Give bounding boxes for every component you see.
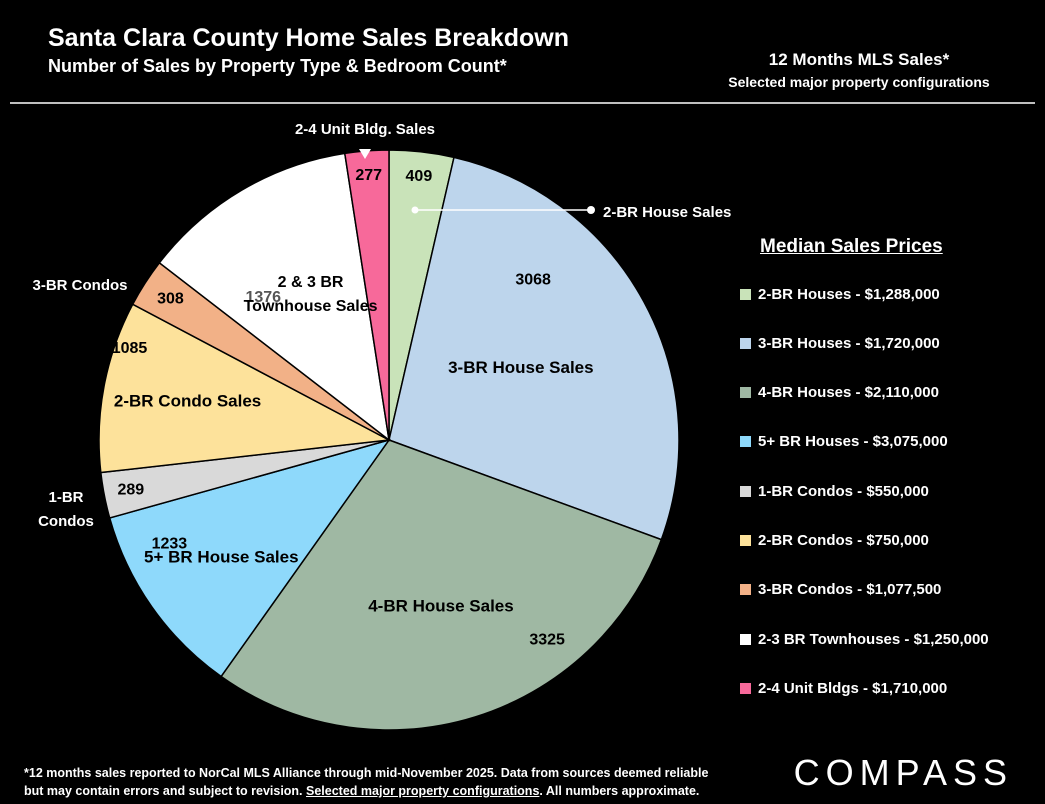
legend-swatch	[740, 337, 751, 349]
footnote-line2: but may contain errors and subject to re…	[24, 782, 708, 800]
callout-dot-end	[587, 206, 595, 214]
value-label-2-4-unit: 277	[355, 167, 382, 184]
external-label-1br-condo-line1: 1-BR	[48, 489, 83, 506]
pie-slice-2br-condo	[98, 303, 392, 474]
slice-label-5br-house: 5+ BR House Sales	[144, 547, 299, 566]
external-label-2-4-unit: 2-4 Unit Bldg. Sales	[295, 121, 435, 138]
top-right-line2: Selected major property configurations	[728, 74, 990, 90]
slice-label-2br-condo: 2-BR Condo Sales	[114, 391, 261, 410]
value-label-3br-house: 3068	[515, 272, 551, 289]
value-label-townhouse: 1376	[245, 289, 281, 306]
value-label-1br-condo: 289	[117, 481, 144, 498]
legend-title: Median Sales Prices	[760, 236, 943, 257]
chart-title: Santa Clara County Home Sales Breakdown	[48, 24, 569, 52]
top-right-line1: 12 Months MLS Sales*	[768, 50, 950, 69]
legend-label: 1-BR Condos - $550,000	[758, 482, 929, 500]
top-right-note: 12 Months MLS Sales* Selected major prop…	[709, 50, 1009, 90]
legend-swatch	[740, 534, 751, 546]
legend-item: 1-BR Condos - $550,000	[740, 479, 1040, 503]
legend-label: 2-3 BR Townhouses - $1,250,000	[758, 630, 989, 648]
legend-swatch	[740, 436, 751, 448]
footnote-line2-start: but may contain errors and subject to re…	[24, 784, 307, 798]
pie-slice-4br-house	[220, 439, 663, 731]
arrow-icon	[359, 149, 371, 159]
footnote: *12 months sales reported to NorCal MLS …	[24, 764, 708, 800]
legend-swatch	[740, 288, 751, 300]
value-label-3br-condo: 308	[157, 290, 184, 307]
external-label-3br-condo: 3-BR Condos	[33, 277, 128, 294]
external-label-1br-condo-line2: Condos	[38, 513, 94, 530]
legend-label: 4-BR Houses - $2,110,000	[758, 384, 939, 402]
value-label-4br-house: 3325	[529, 631, 565, 648]
legend-swatch	[740, 387, 751, 399]
external-label-2br-house: 2-BR House Sales	[603, 204, 731, 221]
slice-label-townhouse-line2: Townhouse Sales	[244, 298, 378, 315]
legend-swatch	[740, 485, 751, 497]
value-label-2br-house: 409	[406, 168, 433, 185]
legend-label: 5+ BR Houses - $3,075,000	[758, 433, 948, 451]
legend-swatch	[740, 633, 751, 645]
legend-item: 2-BR Condos - $750,000	[740, 528, 1040, 552]
legend-label: 2-4 Unit Bldgs - $1,710,000	[758, 679, 948, 697]
pie-slice-townhouse	[158, 152, 391, 442]
footnote-line1: *12 months sales reported to NorCal MLS …	[24, 766, 709, 780]
value-label-2br-condo: 1085	[112, 340, 148, 357]
legend-swatch	[740, 682, 751, 694]
compass-logo: COMPASS	[793, 752, 1013, 793]
header-divider	[10, 102, 1035, 104]
legend-label: 2-BR Condos - $750,000	[758, 531, 929, 549]
value-label-5br-house: 1233	[152, 535, 188, 552]
legend-item: 2-BR Houses - $1,288,000	[740, 282, 1040, 306]
legend: Median Sales Prices 2-BR Houses - $1,288…	[740, 236, 1040, 726]
pie-chart: 409 3068 3325 1233 289 1085 308 1376 277 3-BR Hou…	[33, 121, 731, 731]
legend-item: 2-4 Unit Bldgs - $1,710,000	[740, 676, 1040, 700]
legend-item: 3-BR Houses - $1,720,000	[740, 331, 1040, 355]
slice-label-4br-house: 4-BR House Sales	[368, 597, 514, 616]
legend-label: 3-BR Condos - $1,077,500	[758, 581, 942, 599]
slice-label-townhouse-line1: 2 & 3 BR	[278, 274, 344, 291]
chart-subtitle: Number of Sales by Property Type & Bedro…	[48, 56, 507, 76]
legend-item: 3-BR Condos - $1,077,500	[740, 578, 1040, 602]
callout-dot-start	[411, 206, 419, 214]
slice-label-3br-house: 3-BR House Sales	[448, 358, 594, 377]
legend-label: 3-BR Houses - $1,720,000	[758, 334, 940, 352]
legend-item: 4-BR Houses - $2,110,000	[740, 381, 1040, 405]
footnote-link: Selected major property configurations	[306, 784, 540, 798]
legend-item: 2-3 BR Townhouses - $1,250,000	[740, 627, 1040, 651]
footnote-line2-end: . All numbers approximate.	[539, 784, 700, 798]
legend-item: 5+ BR Houses - $3,075,000	[740, 430, 1040, 454]
pie-slice-3br-house	[388, 156, 680, 541]
legend-swatch	[740, 584, 751, 596]
legend-label: 2-BR Houses - $1,288,000	[758, 285, 940, 303]
